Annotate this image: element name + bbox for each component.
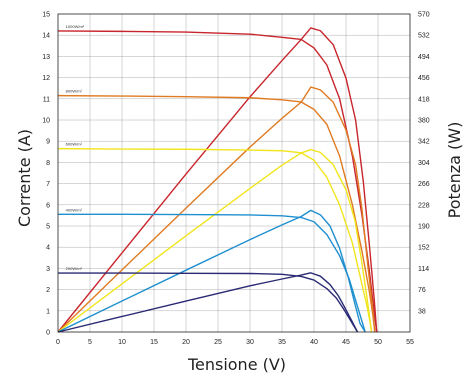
- y-right-tick-label: 266: [418, 181, 430, 188]
- y-left-tick-label: 0: [46, 330, 50, 337]
- y-right-tick-label: 494: [418, 54, 430, 61]
- y-right-tick-label: 152: [418, 245, 430, 252]
- y-left-tick-label: 6: [46, 202, 50, 209]
- x-tick-label: 0: [56, 339, 60, 346]
- ticks: 0 5 10 15 20 25 30 35 40 45 50 55123456789101112131…: [42, 12, 430, 347]
- y-left-tick-label: 10: [42, 118, 50, 125]
- iv-curve-1: [57, 94, 376, 333]
- y-left-tick-label: 9: [46, 139, 50, 146]
- pv-curve-1: [57, 86, 376, 333]
- x-tick-label: 5: [88, 339, 92, 346]
- y-left-tick-label: 15: [42, 12, 50, 19]
- y-right-tick-label: 532: [418, 33, 430, 40]
- y-left-tick-label: 2: [46, 287, 50, 294]
- y-axis-right-title: Potenza (W): [445, 122, 464, 219]
- y-right-tick-label: 38: [418, 308, 426, 315]
- y-left-tick-label: 1: [46, 308, 50, 315]
- plot-frame: [57, 13, 411, 333]
- x-tick-label: 15: [150, 339, 158, 346]
- pv-curve-0: [57, 27, 378, 333]
- x-tick-label: 35: [278, 339, 286, 346]
- irradiance-label: 200W/m²: [66, 266, 83, 271]
- x-tick-label: 25: [214, 339, 222, 346]
- y-right-tick-label: 190: [418, 224, 430, 231]
- y-axis-left-title: Corrente (A): [15, 129, 34, 227]
- x-tick-label: 45: [342, 339, 350, 346]
- irradiance-labels: 1000W/m² 800W/m² 600W/m² 400W/m² 200W/m²: [66, 24, 85, 271]
- iv-curve-4: [58, 272, 359, 333]
- iv-curve-2: [57, 147, 373, 333]
- y-right-tick-label: 228: [418, 202, 430, 209]
- x-tick-label: 55: [406, 339, 414, 346]
- y-right-tick-label: 76: [418, 287, 426, 294]
- curves: [57, 27, 378, 333]
- y-right-tick-label: 114: [418, 266, 429, 273]
- y-right-tick-label: 304: [418, 160, 430, 167]
- x-tick-label: 30: [246, 339, 254, 346]
- pv-curve-2: [57, 148, 373, 333]
- y-right-tick-label: 570: [418, 12, 430, 19]
- y-left-tick-label: 13: [42, 54, 50, 61]
- irradiance-label: 400W/m²: [66, 207, 83, 212]
- y-left-tick-label: 5: [46, 224, 50, 231]
- x-tick-label: 40: [310, 339, 318, 346]
- y-right-tick-label: 456: [418, 75, 430, 82]
- pv-curve-4: [57, 272, 359, 333]
- x-tick-label: 10: [118, 339, 126, 346]
- y-left-tick-label: 12: [42, 75, 50, 82]
- y-left-tick-label: 8: [46, 160, 50, 167]
- y-left-tick-label: 7: [46, 181, 50, 188]
- y-right-tick-label: 380: [418, 118, 430, 125]
- irradiance-label: 800W/m²: [66, 89, 83, 94]
- iv-curve-3: [58, 213, 366, 333]
- y-left-tick-label: 11: [43, 96, 50, 103]
- x-tick-label: 50: [374, 339, 382, 346]
- x-tick-label: 20: [182, 339, 190, 346]
- y-left-tick-label: 14: [42, 33, 50, 40]
- y-left-tick-label: 4: [46, 245, 50, 252]
- x-axis-title: Tensione (V): [187, 355, 286, 374]
- y-right-tick-label: 418: [418, 96, 430, 103]
- pv-curve-3: [57, 209, 366, 333]
- y-left-tick-label: 3: [46, 266, 50, 273]
- irradiance-label: 1000W/m²: [66, 24, 85, 29]
- irradiance-label: 600W/m²: [66, 142, 83, 147]
- y-right-tick-label: 342: [418, 139, 430, 146]
